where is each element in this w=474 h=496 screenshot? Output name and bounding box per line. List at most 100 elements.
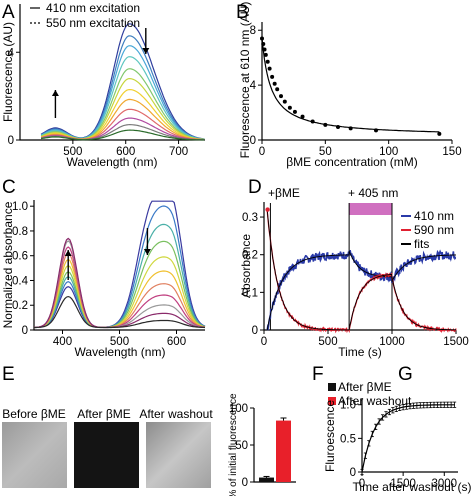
data-point	[310, 119, 315, 124]
panel-label-f: F	[312, 364, 324, 385]
panel-b-xtick-label: 0	[259, 146, 265, 158]
absorbance-curve	[33, 205, 206, 329]
panel-d-xtick-label: 500	[318, 336, 337, 348]
panel-f-bars	[259, 417, 291, 482]
fit-line	[266, 250, 456, 331]
panel-d-ytick-label: 0.2	[242, 250, 258, 262]
panel-d-annotation-405: + 405 nm	[348, 186, 398, 200]
image-before-bme	[2, 422, 67, 488]
panel-c-chart: 400 500 600 0 0.2 0.4 0.6 0.8 1.0 Normalized abs…	[1, 200, 206, 359]
data-point	[263, 52, 268, 57]
panel-b-ytick-label: 0	[250, 135, 256, 147]
panel-c-ytick-label: 0.8	[12, 226, 28, 238]
arrow-down-icon-head	[143, 249, 151, 255]
start-point	[265, 207, 270, 212]
panel-a-ytick-label: 0	[8, 135, 14, 147]
panel-c-ytick-label: 0	[22, 325, 28, 337]
data-point	[270, 74, 275, 79]
data-point	[275, 87, 280, 92]
panel-e-images: Before βME After βME After washout	[2, 407, 213, 488]
absorbance-curve	[33, 240, 206, 329]
data-point	[374, 128, 378, 133]
panel-b-data	[260, 36, 442, 136]
panel-a-xtick-label: 500	[63, 146, 82, 158]
data-point	[287, 105, 292, 110]
legend-410nm: 410 nm	[414, 209, 454, 223]
panel-d-annotation-bme: +βME	[268, 186, 300, 200]
data-point	[260, 36, 264, 41]
panel-d-curves	[265, 207, 457, 334]
panel-d-ytick-label: 0.3	[242, 212, 258, 224]
data-point	[336, 124, 340, 129]
trace-410nm	[266, 249, 457, 331]
panel-d-ytick-label: 0	[252, 325, 258, 337]
arrow-up-icon-head	[51, 90, 59, 96]
panel-b-xtick-label: 150	[442, 146, 461, 158]
image-after-bme	[74, 422, 139, 488]
legend-after-bme: After βME	[338, 380, 392, 394]
data-point	[437, 131, 442, 136]
data-point	[261, 41, 266, 46]
panel-f-ticks: 0 50 100	[229, 403, 254, 489]
panel-g-ytick-label: 0	[350, 467, 356, 479]
panel-g-chart: 0 1500 3000 0 0.5 1.0 Fluroescence Time after…	[323, 398, 471, 494]
legend-swatch-after-bme	[328, 383, 336, 391]
panel-a-xlabel: Wavelength (nm)	[67, 155, 158, 169]
legend-550-excitation: 550 nm excitation	[46, 16, 140, 30]
data-point	[279, 94, 283, 99]
bar	[276, 420, 291, 482]
panel-d-xtick-label: 1500	[443, 336, 469, 348]
panel-f-ytick-label: 50	[235, 440, 248, 452]
data-point	[282, 99, 287, 104]
panel-b-chart: 0 50 100 150 0 4 8 Fluorescence at 610 nm (AU)…	[238, 2, 462, 169]
legend-swatch-after-washout	[328, 397, 336, 405]
panel-c-ytick-label: 0.6	[12, 251, 28, 263]
data-point	[300, 114, 305, 119]
spectrum-curve	[40, 35, 205, 140]
fit-line	[266, 209, 457, 331]
panel-label-c: C	[2, 177, 16, 198]
panel-c-ytick-label: 0.4	[12, 275, 29, 287]
panel-label-d: D	[248, 177, 262, 198]
data-point	[272, 81, 277, 86]
legend-after-washout: After washout	[338, 394, 412, 408]
panel-b-ytick-label: 4	[250, 80, 257, 92]
panel-g-xtick-label: 0	[359, 478, 365, 490]
panel-g-ytick-label: 1.0	[340, 400, 356, 412]
panel-d-xtick-label: 1000	[379, 336, 405, 348]
panel-g-ylabel: Fluroescence	[323, 400, 337, 472]
panel-a-chart: 500 600 700 0 4 Fluorescence (AU) Wavelength…	[1, 1, 205, 169]
data-point	[262, 47, 267, 52]
panel-label-e: E	[2, 364, 15, 385]
panel-g-ticks: 0 1500 3000 0 0.5 1.0	[340, 400, 457, 490]
panel-d-xtick-label: 0	[261, 336, 267, 348]
panel-b-ylabel: Fluorescence at 610 nm (AU)	[238, 2, 252, 159]
panel-c-xlabel: Wavelength (nm)	[75, 345, 166, 359]
data-point	[323, 122, 328, 127]
image-label-after-washout: After washout	[139, 407, 213, 421]
panel-f-ytick-label: 0	[242, 477, 248, 489]
panel-a-ylabel: Fluorescence (AU)	[1, 22, 15, 122]
panel-c-xtick-label: 600	[167, 336, 186, 348]
panel-f-ylabel: % of initial fluorescence	[228, 393, 239, 496]
spectrum-curve	[40, 129, 205, 141]
image-after-washout	[146, 422, 211, 488]
panel-d-illumination-bar	[349, 203, 392, 215]
panel-a-ytick-label: 4	[8, 47, 15, 59]
panel-c-xtick-label: 500	[110, 336, 129, 348]
panel-c-ylabel: Normalized absorbance	[1, 201, 15, 328]
absorbance-curve	[33, 256, 206, 329]
panel-d-chart: 0 500 1000 1500 0 0.1 0.2 0.3 Absorbance Time (…	[239, 186, 469, 359]
panel-d-xlabel: Time (s)	[338, 345, 382, 359]
panel-d-ylabel: Absorbance	[239, 234, 253, 298]
panel-g-xlabel: Time after washout (s)	[353, 480, 472, 494]
panel-g-ytick-label: 0.5	[340, 433, 356, 445]
recovery-curve	[361, 404, 455, 473]
data-point	[267, 66, 272, 71]
panel-b-xtick-label: 50	[319, 146, 332, 158]
arrow-down-icon-head	[142, 48, 150, 54]
data-point	[292, 109, 297, 114]
panel-g-xtick-label: 3000	[431, 478, 457, 490]
absorbance-curve	[34, 200, 206, 329]
image-label-before: Before βME	[2, 407, 66, 421]
